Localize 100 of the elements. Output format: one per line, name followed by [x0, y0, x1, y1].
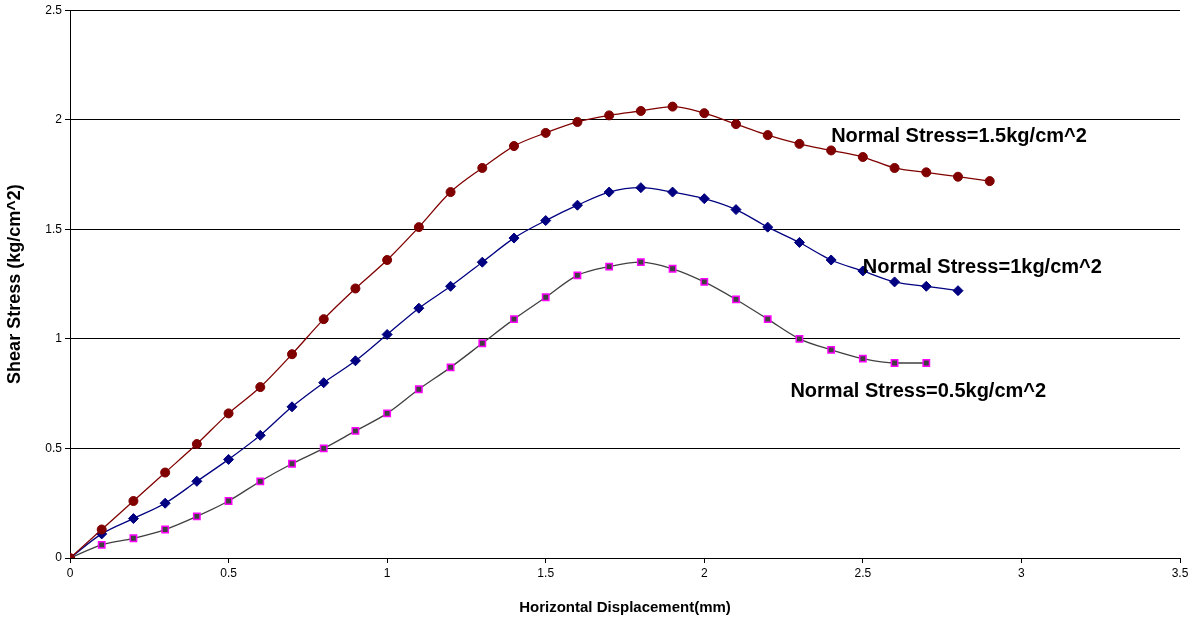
point	[984, 176, 995, 187]
point	[668, 264, 677, 273]
point	[794, 138, 805, 149]
point	[572, 116, 583, 127]
point	[223, 408, 234, 419]
point	[889, 276, 901, 288]
point	[573, 271, 582, 280]
point	[635, 106, 646, 116]
point	[127, 513, 139, 525]
point	[540, 127, 551, 138]
x-axis-title: Horizontal Displacement(mm)	[519, 598, 731, 616]
point	[318, 314, 329, 325]
point	[287, 349, 297, 360]
point	[159, 497, 171, 509]
point	[383, 409, 392, 418]
point	[667, 186, 679, 198]
point	[161, 525, 170, 534]
point	[921, 167, 932, 178]
point	[476, 256, 488, 268]
point	[129, 534, 138, 543]
point	[445, 187, 456, 198]
y-tick-label: 2	[55, 112, 63, 127]
y-axis-title: Shear Stress (kg/cm^2)	[3, 184, 24, 384]
point	[763, 315, 772, 324]
point	[541, 293, 550, 302]
point	[762, 221, 774, 233]
x-tick-label: 2.5	[854, 565, 872, 580]
point	[191, 439, 202, 450]
point	[667, 101, 678, 112]
point	[540, 215, 552, 227]
point	[857, 152, 868, 163]
point	[952, 285, 964, 297]
x-tick-label: 3	[1018, 565, 1026, 580]
point	[256, 477, 265, 486]
point	[920, 280, 932, 292]
point	[478, 339, 487, 348]
point	[635, 182, 647, 194]
point	[446, 363, 455, 372]
point	[922, 359, 931, 367]
point	[128, 496, 139, 507]
x-tick-label: 2	[700, 565, 708, 580]
point	[730, 204, 742, 216]
x-tick-label: 0.5	[220, 565, 238, 580]
point	[286, 401, 298, 413]
point	[795, 334, 804, 343]
point	[827, 345, 836, 354]
series-label: Normal Stress=1kg/cm^2	[862, 255, 1102, 278]
x-tick-label: 1	[383, 565, 391, 580]
y-tick-label: 1.5	[45, 221, 63, 236]
point	[826, 145, 837, 156]
point	[255, 382, 266, 393]
point	[732, 295, 740, 304]
y-tick-label: 2.5	[45, 2, 63, 17]
point	[96, 524, 107, 535]
point	[350, 283, 361, 294]
point	[160, 467, 171, 478]
y-tick-label: 0	[55, 550, 63, 565]
x-tick-label: 0	[66, 565, 74, 580]
x-tick-label: 3.5	[1171, 565, 1189, 580]
y-tick-label: 0.5	[45, 440, 63, 455]
series-label: Normal Stress=0.5kg/cm^2	[790, 379, 1047, 402]
point	[477, 162, 488, 173]
point	[605, 262, 614, 271]
point	[571, 199, 583, 211]
point	[414, 385, 423, 394]
series-label: Normal Stress=1.5kg/cm^2	[831, 123, 1087, 146]
point	[762, 130, 773, 141]
point	[890, 359, 899, 367]
point	[318, 377, 330, 389]
point	[793, 236, 805, 248]
point	[351, 426, 360, 435]
point	[413, 302, 425, 314]
point	[254, 429, 266, 441]
point	[445, 280, 457, 292]
point	[699, 108, 710, 119]
point	[731, 119, 741, 130]
point	[288, 459, 296, 468]
point	[97, 540, 106, 549]
point	[636, 258, 645, 267]
point	[825, 254, 837, 266]
point	[508, 232, 520, 244]
point	[603, 186, 615, 198]
point	[319, 444, 328, 453]
point	[889, 162, 900, 173]
point	[224, 497, 233, 505]
point	[510, 315, 518, 324]
x-tick-label: 1.5	[537, 565, 555, 580]
point	[191, 475, 203, 487]
point	[223, 453, 235, 465]
point	[413, 222, 424, 233]
point	[953, 171, 963, 182]
point	[509, 141, 519, 152]
point	[192, 512, 201, 521]
point	[700, 277, 709, 286]
y-tick-label: 1	[55, 331, 63, 346]
point	[604, 110, 615, 121]
point	[382, 255, 393, 265]
point	[349, 355, 361, 367]
point	[698, 193, 710, 205]
point	[381, 329, 393, 340]
